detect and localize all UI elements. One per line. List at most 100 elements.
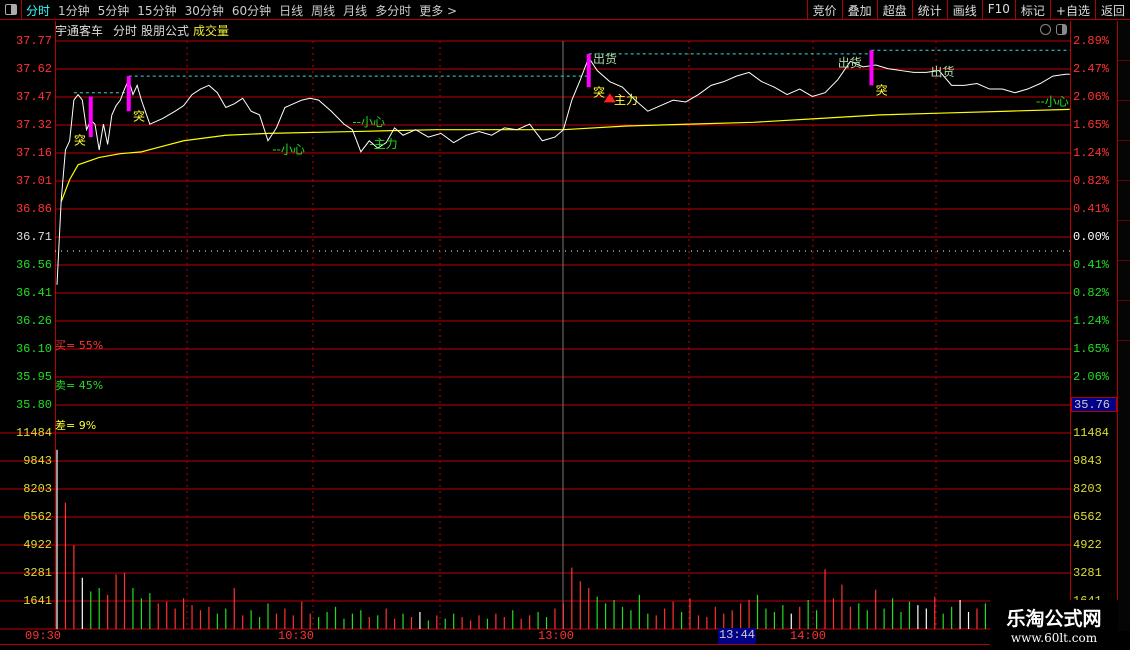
volume-tick-label: 6562 <box>23 510 52 524</box>
tab-60min[interactable]: 60分钟 <box>231 4 272 18</box>
cursor-time: 13:44 <box>718 628 756 644</box>
tab-more[interactable]: 更多 > <box>419 4 458 18</box>
price-tick-label: 37.62 <box>15 62 52 76</box>
main-force-triangle-icon <box>603 93 616 103</box>
time-tick-label: 14:00 <box>790 629 827 643</box>
menu-panel-icon[interactable] <box>0 0 22 20</box>
tab-15min[interactable]: 15分钟 <box>137 4 177 18</box>
tab-30min[interactable]: 30分钟 <box>184 4 224 18</box>
stock-name: 宇通客车 <box>55 24 104 38</box>
tab-multi-day[interactable]: 多分时 <box>375 4 412 18</box>
percent-tick-label: 2.06% <box>1073 370 1110 384</box>
overlay-button[interactable]: 叠加 <box>841 0 877 20</box>
tab-daily[interactable]: 日线 <box>279 4 304 18</box>
volume-tick-label: 11484 <box>15 426 52 440</box>
percent-tick-label: 1.65% <box>1073 118 1110 132</box>
price-tick-label: 37.47 <box>15 90 52 104</box>
super-panel-button[interactable]: 超盘 <box>876 0 912 20</box>
price-tick-label: 36.10 <box>15 342 52 356</box>
volume-tick-label: 4922 <box>23 538 52 552</box>
percent-tick-label: 1.24% <box>1073 314 1110 328</box>
zoom-in-icon[interactable] <box>1040 24 1051 35</box>
signal-bar <box>586 53 591 88</box>
price-tick-label: 37.77 <box>15 34 52 48</box>
left-axis-line <box>55 21 56 629</box>
signal-bar <box>88 96 93 138</box>
percent-tick-label: 1.24% <box>1073 146 1110 160</box>
f10-button[interactable]: F10 <box>981 0 1015 20</box>
right-toolbar: 竞价 叠加 超盘 统计 画线 F10 标记 +自选 返回 <box>806 0 1130 20</box>
average-price-line <box>60 108 1070 202</box>
signal-annotation: -主力 <box>369 137 397 151</box>
price-tick-label: 37.32 <box>15 118 52 132</box>
time-tick-label: 10:30 <box>278 629 315 643</box>
chart-header: 宇通客车 分时 股朋公式 成交量 <box>55 22 229 39</box>
percent-tick-label: 1.65% <box>1073 342 1110 356</box>
auction-button[interactable]: 竞价 <box>806 0 842 20</box>
chart-mode: 分时 <box>113 24 138 38</box>
percent-tick-label: 0.82% <box>1073 174 1110 188</box>
tab-intraday[interactable]: 分时 <box>26 4 51 18</box>
signal-annotation: 突 <box>593 84 605 99</box>
price-tick-label: 36.41 <box>15 286 52 300</box>
draw-line-button[interactable]: 画线 <box>946 0 982 20</box>
percent-tick-label: 2.47% <box>1073 62 1110 76</box>
formula-name[interactable]: 股朋公式 <box>141 24 190 38</box>
volume-tick-label-right: 8203 <box>1073 482 1102 496</box>
indicator-name[interactable]: 成交量 <box>193 24 230 38</box>
diff-ratio: 差= 9% <box>55 419 97 432</box>
volume-tick-label: 9843 <box>23 454 52 468</box>
cursor-price: 35.76 <box>1071 397 1117 412</box>
side-panel-collapsed[interactable] <box>1117 21 1130 631</box>
right-axis-line <box>1070 21 1071 629</box>
tab-1min[interactable]: 1分钟 <box>58 4 90 18</box>
signal-annotation: --小心 <box>352 115 385 129</box>
back-button[interactable]: 返回 <box>1094 0 1130 20</box>
volume-tick-label-right: 11484 <box>1073 426 1110 440</box>
signal-bar <box>126 76 131 112</box>
volume-tick-label: 8203 <box>23 482 52 496</box>
price-tick-label: 36.71 <box>15 230 52 244</box>
percent-tick-label: 0.82% <box>1073 286 1110 300</box>
panel-toggle-icon[interactable] <box>1056 24 1067 35</box>
tab-5min[interactable]: 5分钟 <box>97 4 130 18</box>
watermark-logo: 乐淘公式网 www.60lt.com <box>990 600 1118 650</box>
time-tick-label: 13:00 <box>538 629 575 643</box>
buy-ratio: 买= 55% <box>55 339 104 352</box>
signal-annotation: --小心 <box>1036 95 1069 109</box>
price-tick-label: 35.95 <box>15 370 52 384</box>
signal-annotation: 突 <box>74 132 86 147</box>
statistics-button[interactable]: 统计 <box>911 0 947 20</box>
price-tick-label: 37.01 <box>15 174 52 188</box>
percent-tick-label: 0.41% <box>1073 202 1110 216</box>
volume-tick-label-right: 4922 <box>1073 538 1102 552</box>
tab-weekly[interactable]: 周线 <box>311 4 336 18</box>
signal-annotation: 突 <box>133 108 145 123</box>
top-toolbar: 分时 1分钟 5分钟 15分钟 30分钟 60分钟 日线 周线 月线 多分时 更… <box>0 0 1130 20</box>
price-tick-label: 35.80 <box>15 398 52 412</box>
time-tick-label: 09:30 <box>25 629 62 643</box>
watermark-name: 乐淘公式网 <box>1006 608 1102 630</box>
watermark-url: www.60lt.com <box>1010 631 1098 645</box>
signal-annotation: 突 <box>876 83 888 98</box>
price-tick-label: 36.26 <box>15 314 52 328</box>
signal-annotation: 出货 <box>931 64 955 79</box>
volume-tick-label-right: 6562 <box>1073 510 1102 524</box>
signal-annotation: --小心 <box>272 143 305 157</box>
mark-button[interactable]: 标记 <box>1014 0 1050 20</box>
percent-tick-label: 0.41% <box>1073 258 1110 272</box>
signal-annotation: 出货 <box>593 51 617 66</box>
signal-bar <box>869 50 874 86</box>
signal-annotation: 主力 <box>614 93 638 107</box>
volume-tick-label-right: 3281 <box>1073 566 1102 580</box>
percent-tick-label: 2.06% <box>1073 90 1110 104</box>
price-tick-label: 36.86 <box>15 202 52 216</box>
signal-annotation: 出货 <box>838 55 862 70</box>
volume-tick-label: 1641 <box>23 594 52 608</box>
price-tick-label: 37.16 <box>15 146 52 160</box>
percent-tick-label: 0.00% <box>1073 230 1110 244</box>
volume-tick-label: 3281 <box>23 566 52 580</box>
tab-monthly[interactable]: 月线 <box>343 4 368 18</box>
add-watchlist-button[interactable]: +自选 <box>1049 0 1095 20</box>
